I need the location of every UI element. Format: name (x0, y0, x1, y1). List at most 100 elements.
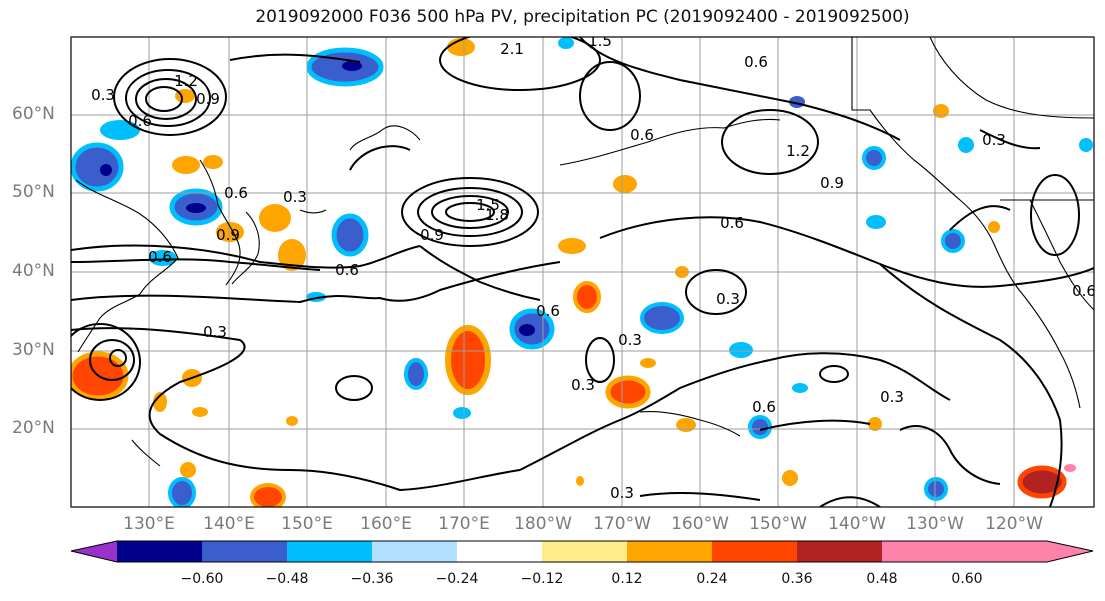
precip-blob (445, 325, 491, 395)
precip-blob (1064, 464, 1076, 472)
contour-label: 1.8 (485, 206, 509, 224)
contour-label: 0.3 (571, 376, 595, 394)
lon-label: 130°E (123, 514, 175, 534)
precip-blob (862, 146, 886, 170)
contour-label: 0.6 (224, 184, 248, 202)
contour-label: 0.6 (630, 126, 654, 144)
precip-blob (278, 239, 306, 271)
contour-label: 1.5 (476, 196, 500, 214)
contour-label: 0.3 (91, 86, 115, 104)
lon-label: 120°W (985, 514, 1043, 534)
precip-blob (71, 142, 124, 192)
lon-label: 150°E (281, 514, 333, 534)
precip-blob (100, 164, 112, 176)
contour-label: 0.6 (1072, 282, 1096, 300)
colorbar-tick-label: −0.48 (265, 571, 309, 587)
precip-blob (153, 392, 167, 412)
lon-label: 130°W (906, 514, 964, 534)
contour-label: 0.3 (203, 323, 227, 341)
colorbar-tick-label: 0.60 (951, 571, 983, 587)
precip-blob (453, 407, 471, 419)
lat-label: 60°N (12, 104, 55, 124)
precip-blob (192, 407, 208, 417)
contour-label: 1.2 (174, 72, 198, 90)
contour-label: 1.5 (588, 32, 612, 50)
precip-blob (404, 358, 428, 390)
contour-label: 0.3 (283, 188, 307, 206)
contour-label: 1.2 (786, 142, 810, 160)
lon-label: 140°E (203, 514, 255, 534)
precip-blob (342, 61, 362, 71)
precip-blob (286, 416, 298, 426)
colorbar (70, 540, 1094, 563)
lat-label: 20°N (12, 418, 55, 438)
lon-label: 160°E (360, 514, 412, 534)
precip-blob (605, 375, 651, 409)
contour-label: 0.9 (420, 226, 444, 244)
contour-label: 0.6 (744, 53, 768, 71)
contour-label: 0.3 (618, 331, 642, 349)
graticule (71, 37, 1094, 507)
colorbar-tick-label: 0.36 (781, 571, 813, 587)
contour-label: 0.6 (536, 302, 560, 320)
contour-label: 0.6 (752, 398, 776, 416)
contour-label: 2.1 (500, 40, 524, 58)
contour-label: 0.9 (216, 226, 240, 244)
contour-label: 0.3 (880, 388, 904, 406)
colorbar-extend-min (71, 541, 117, 562)
precip-blob (576, 476, 584, 486)
precip-blob (676, 418, 696, 432)
precip-blob (259, 204, 291, 232)
precip-blob (519, 324, 535, 336)
colorbar-swatch (712, 541, 797, 562)
precip-blob (573, 281, 601, 313)
precip-blob (1017, 465, 1067, 499)
lon-label: 150°W (749, 514, 807, 534)
precip-blob (168, 477, 196, 507)
colorbar-tick-label: −0.12 (520, 571, 564, 587)
contour-label: 0.3 (982, 131, 1006, 149)
precip-blob (216, 222, 244, 242)
contour-label: 0.6 (335, 261, 359, 279)
lat-label: 50°N (12, 182, 55, 202)
precip-blob (729, 342, 753, 358)
precip-blob (149, 250, 177, 266)
contour-label: 0.3 (610, 484, 634, 502)
precip-blob (186, 203, 206, 213)
colorbar-swatch (797, 541, 882, 562)
colorbar-tick-label: −0.60 (180, 571, 224, 587)
precip-blob (250, 483, 286, 507)
lon-label: 140°W (828, 514, 886, 534)
colorbar-tick-label: −0.24 (435, 571, 479, 587)
contour-label: 0.6 (128, 112, 152, 130)
colorbar-tick-label: 0.48 (866, 571, 898, 587)
precip-blob (180, 462, 196, 478)
lon-label: 170°W (593, 514, 651, 534)
precip-blob (1079, 138, 1093, 152)
colorbar-tick-label: −0.36 (350, 571, 394, 587)
contour-label: 0.9 (196, 90, 220, 108)
colorbar-extend-max (882, 541, 1093, 562)
colorbar-swatch (372, 541, 457, 562)
precip-blob (792, 383, 808, 393)
lat-label: 30°N (12, 340, 55, 360)
precip-blob (924, 477, 948, 501)
colorbar-swatch (117, 541, 202, 562)
precip-blob (782, 470, 798, 486)
contour-label: 0.6 (720, 214, 744, 232)
precip-blob (941, 229, 965, 253)
colorbar-swatch (457, 541, 542, 562)
precip-blob (558, 238, 586, 254)
contour-label-group: 0.3 0.6 0.9 1.2 1.5 1.8 2.1 0.3 0.6 0.9 … (91, 32, 1096, 502)
lat-label: 40°N (12, 261, 55, 281)
precip-blob (172, 156, 200, 174)
precip-blob (558, 37, 574, 49)
precip-blob (988, 221, 1000, 233)
precip-blob (640, 302, 684, 334)
colorbar-swatch (202, 541, 287, 562)
lon-label: 180°W (514, 514, 572, 534)
precip-blob (748, 415, 772, 439)
precip-blob (331, 213, 369, 257)
colorbar-swatch (627, 541, 712, 562)
